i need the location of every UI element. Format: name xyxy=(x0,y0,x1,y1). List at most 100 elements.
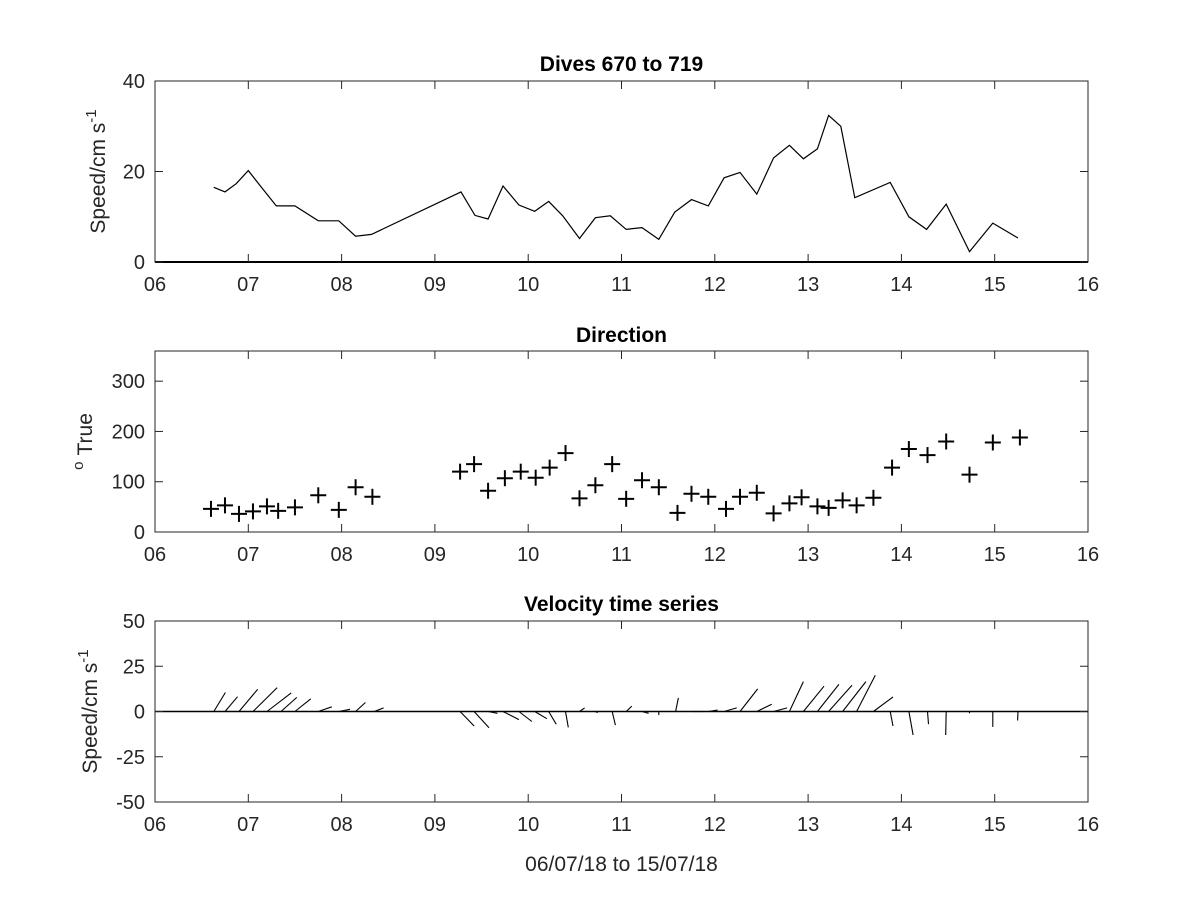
direction-x-tick-label: 06 xyxy=(144,544,166,566)
velocity-vector xyxy=(802,685,825,712)
speed-x-tick-label: 12 xyxy=(704,274,726,296)
velocity-vector xyxy=(374,707,384,713)
direction-point xyxy=(731,488,748,505)
velocity-vector xyxy=(518,711,533,722)
velocity-vector xyxy=(873,696,894,712)
direction-point xyxy=(244,503,261,520)
direction-point xyxy=(669,504,686,521)
velocity-x-tick-label: 07 xyxy=(237,814,259,836)
direction-x-tick-label: 09 xyxy=(424,544,446,566)
direction-x-tick-label: 11 xyxy=(611,544,632,566)
direction-point xyxy=(717,500,734,517)
direction-x-tick-label: 14 xyxy=(890,544,912,566)
velocity-vector xyxy=(828,684,853,712)
velocity-vector xyxy=(816,684,840,712)
velocity-vector xyxy=(459,711,475,727)
direction-point xyxy=(938,433,955,450)
direction-point xyxy=(618,490,635,507)
velocity-x-tick-label: 12 xyxy=(704,814,726,836)
speed-x-tick-label: 10 xyxy=(517,274,539,296)
velocity-y-ticks: -50 -25 0 25 50 xyxy=(116,611,1088,814)
direction-point xyxy=(330,501,347,518)
velocity-vector xyxy=(856,675,876,712)
velocity-y-tick-label: 0 xyxy=(134,702,145,724)
direction-point xyxy=(848,497,865,514)
direction-y-tick-label: 200 xyxy=(112,421,145,443)
velocity-vector xyxy=(708,709,718,713)
direction-point xyxy=(793,489,810,506)
velocity-x-tick-label: 09 xyxy=(424,814,446,836)
direction-point xyxy=(286,499,303,516)
speed-x-tick-label: 06 xyxy=(144,274,166,296)
direction-y-tick-label: 0 xyxy=(134,522,145,544)
direction-marks xyxy=(202,429,1028,522)
velocity-vector xyxy=(611,711,616,726)
velocity-vector xyxy=(502,711,520,721)
direction-x-tick-label: 08 xyxy=(330,544,352,566)
velocity-marks xyxy=(155,675,1088,736)
velocity-vector xyxy=(788,681,804,712)
velocity-y-label-main: Speed/cm s xyxy=(79,663,102,774)
direction-point xyxy=(884,459,901,476)
speed-y-tick-label: 20 xyxy=(123,162,145,184)
direction-point xyxy=(587,477,604,494)
direction-point xyxy=(452,463,469,480)
velocity-x-tick-label: 11 xyxy=(611,814,632,836)
direction-point xyxy=(1011,429,1028,446)
velocity-vector xyxy=(252,687,278,712)
velocity-vector xyxy=(625,705,633,712)
direction-y-label: o True xyxy=(70,413,97,470)
velocity-vector xyxy=(842,681,867,712)
direction-title: Direction xyxy=(576,324,667,347)
velocity-panel: 06 07 08 09 10 11 12 13 14 15 16 -50 -25 0 25 50 Veloc… xyxy=(75,593,1099,876)
velocity-x-label: 06/07/18 to 15/07/18 xyxy=(525,853,718,876)
velocity-x-tick-label: 10 xyxy=(517,814,539,836)
direction-point xyxy=(466,456,483,473)
velocity-vector xyxy=(908,711,914,736)
velocity-vector xyxy=(338,708,351,713)
direction-point xyxy=(834,492,851,509)
speed-y-ticks: 0 20 40 xyxy=(123,71,1088,274)
velocity-vector xyxy=(213,692,226,712)
velocity-vector xyxy=(355,702,366,712)
direction-point xyxy=(202,500,219,517)
speed-x-ticks: 06 07 08 09 10 11 12 13 14 15 16 xyxy=(144,81,1099,296)
velocity-x-tick-label: 14 xyxy=(890,814,912,836)
speed-y-label-sup: -1 xyxy=(83,109,100,122)
velocity-vector xyxy=(280,696,298,712)
direction-point xyxy=(541,459,558,476)
direction-y-tick-label: 300 xyxy=(112,371,145,393)
velocity-vector xyxy=(238,689,259,712)
direction-point xyxy=(571,490,588,507)
velocity-y-tick-label: 50 xyxy=(123,611,145,633)
direction-point xyxy=(748,484,765,501)
speed-x-tick-label: 15 xyxy=(984,274,1006,296)
direction-y-ticks: 0 100 200 300 xyxy=(112,371,1088,544)
direction-point xyxy=(604,456,621,473)
velocity-vector xyxy=(595,711,598,714)
direction-y-label-main: True xyxy=(74,413,97,455)
direction-x-ticks: 06 07 08 09 10 11 12 13 14 15 16 xyxy=(144,351,1099,566)
direction-point xyxy=(230,505,247,522)
velocity-vector xyxy=(756,703,772,712)
velocity-vector xyxy=(294,698,312,712)
direction-x-tick-label: 16 xyxy=(1077,544,1099,566)
direction-point xyxy=(984,434,1001,451)
direction-point xyxy=(865,489,882,506)
velocity-y-tick-label: -25 xyxy=(116,747,145,769)
speed-y-tick-label: 0 xyxy=(134,252,145,274)
velocity-vector xyxy=(739,688,759,712)
direction-x-tick-label: 12 xyxy=(704,544,726,566)
direction-point xyxy=(347,479,364,496)
speed-plot-area xyxy=(154,80,1089,263)
velocity-vector xyxy=(579,707,585,712)
velocity-x-tick-label: 13 xyxy=(797,814,819,836)
speed-line xyxy=(213,114,1019,253)
direction-point xyxy=(765,505,782,522)
direction-y-tick-label: 100 xyxy=(112,472,145,494)
velocity-y-label: Speed/cm s-1 xyxy=(75,649,102,773)
speed-title: Dives 670 to 719 xyxy=(540,53,703,76)
direction-point xyxy=(900,441,917,458)
speed-x-tick-label: 07 xyxy=(237,274,259,296)
speed-panel: 06 07 08 09 10 11 12 13 14 15 16 0 20 40 Dives 670 t… xyxy=(83,53,1099,296)
